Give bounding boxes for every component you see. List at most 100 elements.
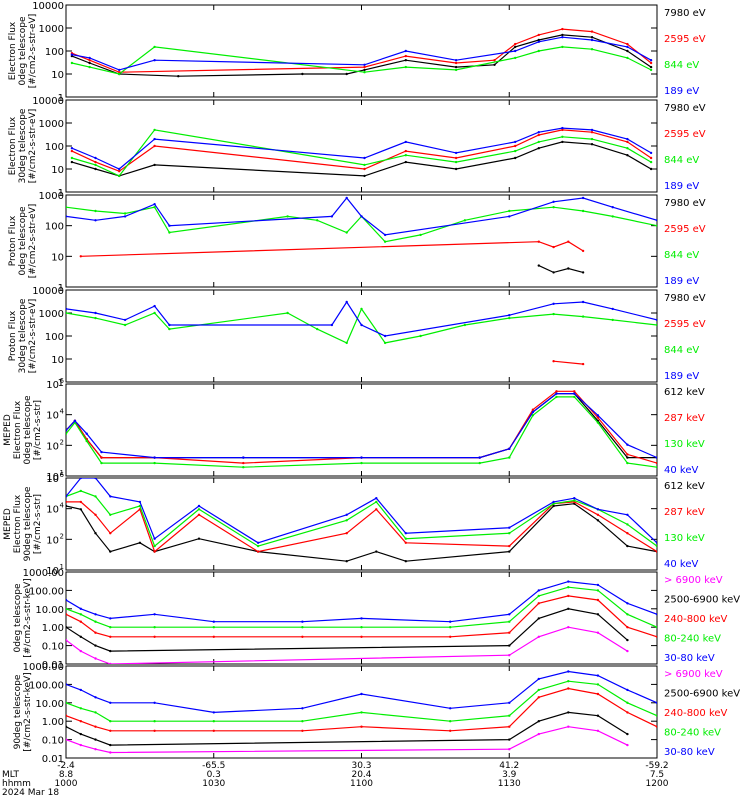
data-point	[94, 495, 97, 498]
y-axis-label: [#/cm2-s-str-keV]	[23, 578, 33, 657]
data-point	[596, 583, 600, 587]
y-tick-label: 1000.00	[23, 568, 64, 579]
data-point	[590, 30, 594, 33]
y-axis-label: 90deg telescope	[23, 486, 33, 561]
data-point	[404, 59, 407, 62]
legend-entry: 287 keV	[664, 507, 705, 518]
data-point	[655, 541, 657, 544]
x-row-label: MLT	[2, 770, 20, 780]
y-tick-label: 1	[58, 283, 64, 294]
data-point	[360, 323, 363, 327]
data-point	[454, 151, 458, 155]
data-point	[454, 68, 458, 72]
data-point	[79, 613, 83, 616]
y-tick-label: 10	[51, 355, 64, 366]
data-point	[419, 233, 422, 237]
data-point	[626, 56, 629, 60]
legend-entry: 612 keV	[664, 481, 705, 492]
data-point	[94, 748, 97, 751]
legend-entry: 240-800 keV	[664, 614, 728, 625]
data-point	[197, 537, 201, 540]
data-point	[375, 497, 378, 500]
data-point	[79, 732, 83, 736]
y-axis-label: [#/cm2-s-str-eV]	[28, 204, 38, 279]
data-point	[555, 392, 558, 395]
data-point	[109, 729, 112, 732]
data-point	[567, 687, 570, 690]
y-tick-exponent: 4	[60, 408, 65, 416]
data-point	[109, 617, 112, 620]
data-point	[581, 271, 585, 274]
data-point	[552, 200, 555, 203]
data-point	[330, 215, 334, 218]
data-point	[153, 537, 156, 540]
data-point	[573, 502, 576, 505]
data-point	[626, 147, 629, 150]
y-axis-label: [#/cm2-s-str]	[33, 494, 43, 554]
data-point	[514, 144, 517, 148]
panel-frame	[65, 4, 658, 98]
data-point	[508, 532, 511, 535]
legend-entry: 844 eV	[664, 60, 699, 71]
x-tick-label: 1100	[350, 779, 373, 789]
data-point	[153, 304, 156, 308]
data-point	[404, 140, 407, 144]
legend-entry: 40 keV	[664, 465, 698, 476]
data-point	[301, 720, 304, 723]
y-tick-label: 10	[51, 70, 64, 81]
data-point	[168, 224, 171, 227]
data-point	[567, 725, 570, 728]
data-point	[508, 701, 511, 704]
data-point	[508, 613, 511, 616]
data-point	[590, 137, 594, 141]
legend-entry: 130 keV	[664, 533, 705, 544]
data-point	[375, 508, 378, 511]
panel-8: 1000.00 100.00 10.00 1.00 0.10 0.01 90deg tele…	[13, 662, 740, 765]
data-point	[301, 72, 304, 76]
data-point	[360, 215, 363, 218]
y-tick-label: 0.10	[42, 736, 64, 747]
data-point	[118, 170, 121, 173]
y-axis-label: Proton Flux	[8, 215, 18, 266]
legend-entry: 2500-6900 keV	[664, 689, 740, 700]
y-tick-label: 10000	[32, 96, 64, 107]
data-point	[360, 635, 363, 638]
data-point	[514, 56, 517, 60]
data-point	[611, 206, 614, 209]
data-point	[79, 255, 83, 258]
data-point	[626, 49, 629, 53]
data-point	[66, 613, 68, 616]
data-point	[454, 160, 458, 164]
data-point	[649, 156, 653, 160]
y-tick-label: 0.10	[42, 642, 64, 653]
x-tick-label: 1030	[202, 779, 225, 789]
data-point	[345, 341, 348, 345]
legend-entry: 7980 eV	[664, 103, 706, 114]
y-axis-label: Electron Flux	[8, 116, 18, 175]
data-point	[449, 720, 452, 723]
data-point	[138, 500, 142, 504]
data-point	[626, 743, 629, 747]
panel-3: 1000 100 10 1 Proton Flux 0deg telescope [#/cm…	[8, 191, 706, 294]
data-point	[508, 644, 511, 647]
data-point	[531, 408, 535, 411]
legend-entry: 287 keV	[664, 413, 705, 424]
data-point	[66, 701, 68, 704]
data-point	[537, 594, 540, 598]
x-tick-label: -2.4	[57, 761, 75, 771]
data-point	[109, 662, 112, 664]
data-point	[649, 59, 653, 62]
y-tick-label: 10000	[32, 1, 64, 12]
data-point	[153, 45, 156, 49]
data-point	[363, 167, 366, 171]
data-point	[655, 466, 657, 469]
data-point	[66, 683, 68, 686]
data-point	[454, 167, 458, 171]
data-point	[626, 443, 629, 446]
data-point	[66, 432, 68, 435]
x-tick-label: 0.3	[207, 770, 221, 780]
data-point	[360, 626, 363, 629]
data-point	[94, 311, 97, 315]
legend-entry: 30-80 keV	[664, 653, 715, 664]
